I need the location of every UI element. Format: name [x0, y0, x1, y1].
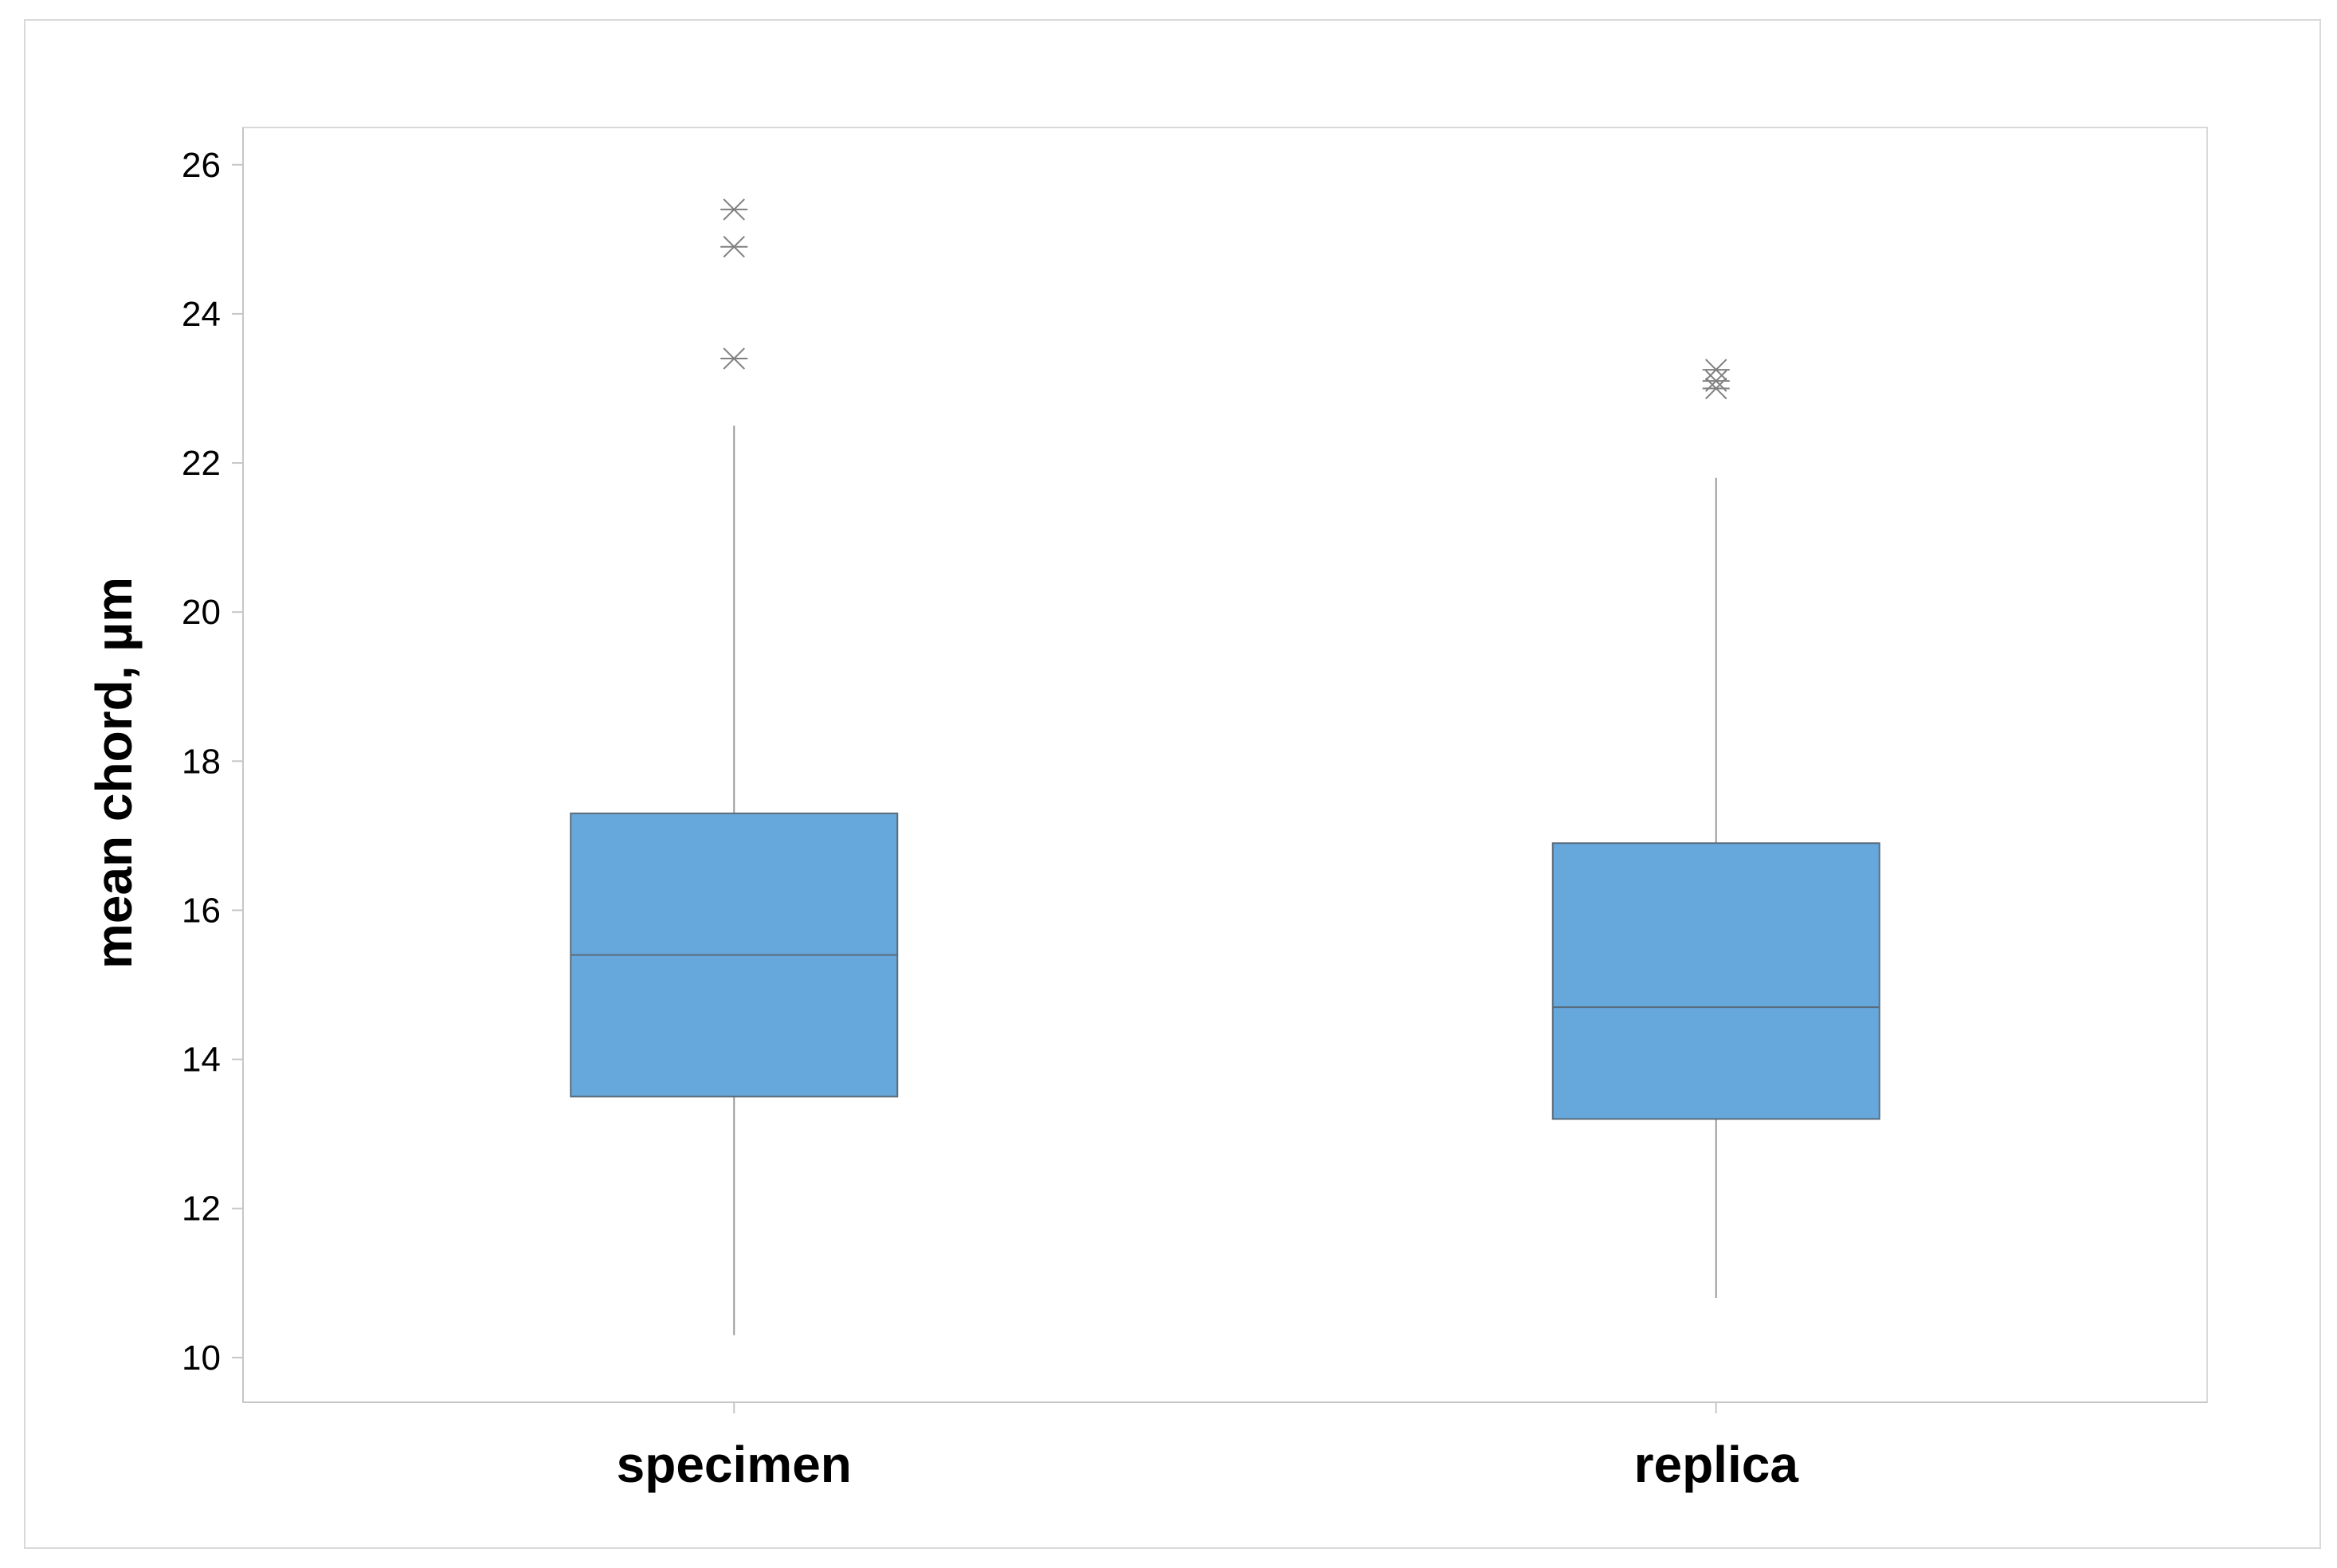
y-tick-label: 10	[182, 1339, 221, 1378]
y-tick-label: 26	[182, 146, 221, 185]
x-category-label-replica: replica	[1634, 1436, 1799, 1493]
boxes-layer	[570, 198, 1880, 1335]
outlier-marker	[1702, 370, 1730, 392]
box-replica	[1551, 359, 1880, 1299]
iqr-box	[1551, 842, 1880, 1120]
y-axis-title: mean chord, µm	[85, 577, 143, 969]
outlier-marker	[720, 236, 748, 258]
box-specimen	[570, 198, 899, 1335]
plot-area	[242, 127, 2208, 1403]
outlier-marker	[720, 347, 748, 370]
y-tick-label: 24	[182, 295, 221, 334]
y-tick-label: 16	[182, 891, 221, 930]
outlier-marker	[1702, 359, 1730, 381]
outlier-marker	[720, 198, 748, 221]
x-category-label-specimen: specimen	[617, 1436, 852, 1493]
y-tick-label: 14	[182, 1041, 221, 1080]
y-tick-label: 12	[182, 1190, 221, 1229]
y-tick-label: 20	[182, 593, 221, 632]
y-tick-label: 22	[182, 444, 221, 483]
figure-frame	[24, 19, 2321, 1549]
y-tick-label: 18	[182, 742, 221, 781]
x-axis: specimen replica	[243, 1401, 2207, 1493]
y-axis: 10 12 14 16 18 20 22 24 26	[182, 127, 244, 1402]
